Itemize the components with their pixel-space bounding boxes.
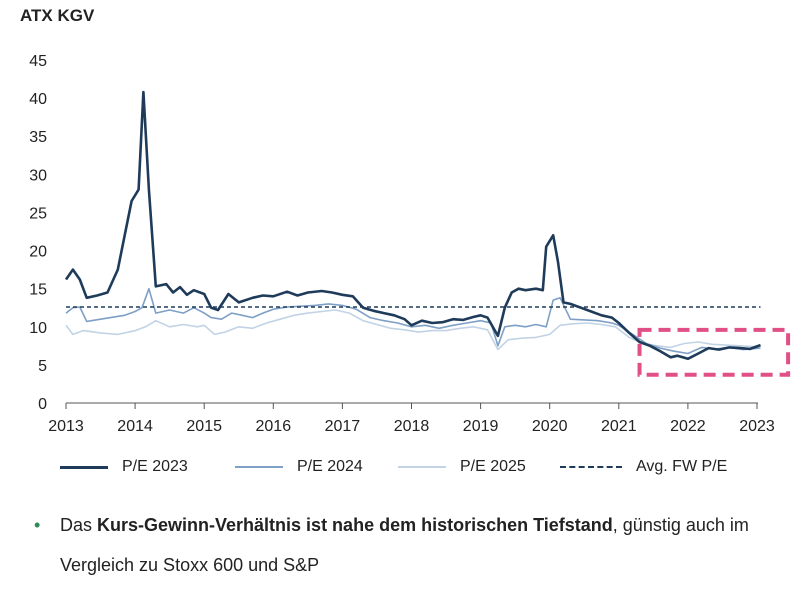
highlight-box — [637, 327, 791, 377]
x-tick-label: 2019 — [463, 418, 499, 435]
bullet-text: Das Kurs-Gewinn-Verhältnis ist nahe dem … — [60, 505, 780, 585]
legend-swatch-avg-fw-pe — [560, 466, 622, 468]
legend-label-pe-2024: P/E 2024 — [297, 458, 363, 475]
series-line-p-e-2025 — [65, 309, 761, 351]
legend-item-pe-2023: P/E 2023 — [60, 458, 188, 476]
y-tick-label: 35 — [29, 129, 47, 146]
y-tick-label: 20 — [29, 244, 47, 261]
highlight-layer — [637, 327, 791, 377]
bullet-dot-icon: • — [34, 515, 41, 535]
y-tick-label: 40 — [29, 91, 47, 108]
x-tick-label: 2021 — [601, 418, 637, 435]
legend-label-pe-2025: P/E 2025 — [460, 458, 526, 475]
x-axis: 2013 2014 2015 2016 2017 2018 2019 2020 2021 2022… — [48, 402, 775, 435]
series-layer — [64, 90, 761, 361]
x-tick-label: 2017 — [325, 418, 361, 435]
legend-label-pe-2023: P/E 2023 — [122, 458, 188, 475]
y-tick-label: 5 — [38, 358, 47, 375]
legend-label-avg-fw-pe: Avg. FW P/E — [636, 458, 728, 475]
x-tick-label: 2020 — [532, 418, 568, 435]
series-line-p-e-2024 — [65, 287, 761, 355]
bullet-text-post: , günstig auch im Vergleich zu Stoxx 600… — [60, 515, 749, 575]
legend-item-avg-fw-pe: Avg. FW P/E — [560, 458, 727, 476]
legend-swatch-pe-2023 — [60, 465, 108, 469]
series-line-p-e-2023 — [64, 90, 761, 361]
y-axis-tick-labels: 0 5 10 15 20 25 30 35 40 45 — [29, 53, 47, 413]
y-tick-label: 45 — [29, 53, 47, 70]
y-tick-label: 0 — [38, 396, 47, 413]
legend-item-pe-2024: P/E 2024 — [235, 458, 363, 476]
y-tick-label: 15 — [29, 282, 47, 299]
x-tick-label: 2013 — [48, 418, 84, 435]
x-tick-label: 2018 — [394, 418, 430, 435]
legend-swatch-pe-2025 — [398, 466, 446, 468]
bullet-text-pre: Das — [60, 515, 98, 535]
y-tick-label: 25 — [29, 205, 47, 222]
x-tick-label: 2023 — [739, 418, 775, 435]
y-tick-label: 30 — [29, 167, 47, 184]
x-tick-label: 2016 — [256, 418, 292, 435]
x-tick-label: 2015 — [186, 418, 222, 435]
legend: P/E 2023 P/E 2024 P/E 2025 Avg. FW P/E — [60, 458, 780, 488]
bullet-point: • Das Kurs-Gewinn-Verhältnis ist nahe de… — [20, 505, 780, 585]
legend-item-pe-2025: P/E 2025 — [398, 458, 526, 476]
x-tick-label: 2014 — [117, 418, 153, 435]
legend-swatch-pe-2024 — [235, 466, 283, 468]
x-tick-label: 2022 — [670, 418, 706, 435]
chart-title: ATX KGV — [20, 6, 95, 25]
bullet-text-bold: Kurs-Gewinn-Verhältnis ist nahe dem hist… — [97, 515, 613, 535]
y-tick-label: 10 — [29, 320, 47, 337]
